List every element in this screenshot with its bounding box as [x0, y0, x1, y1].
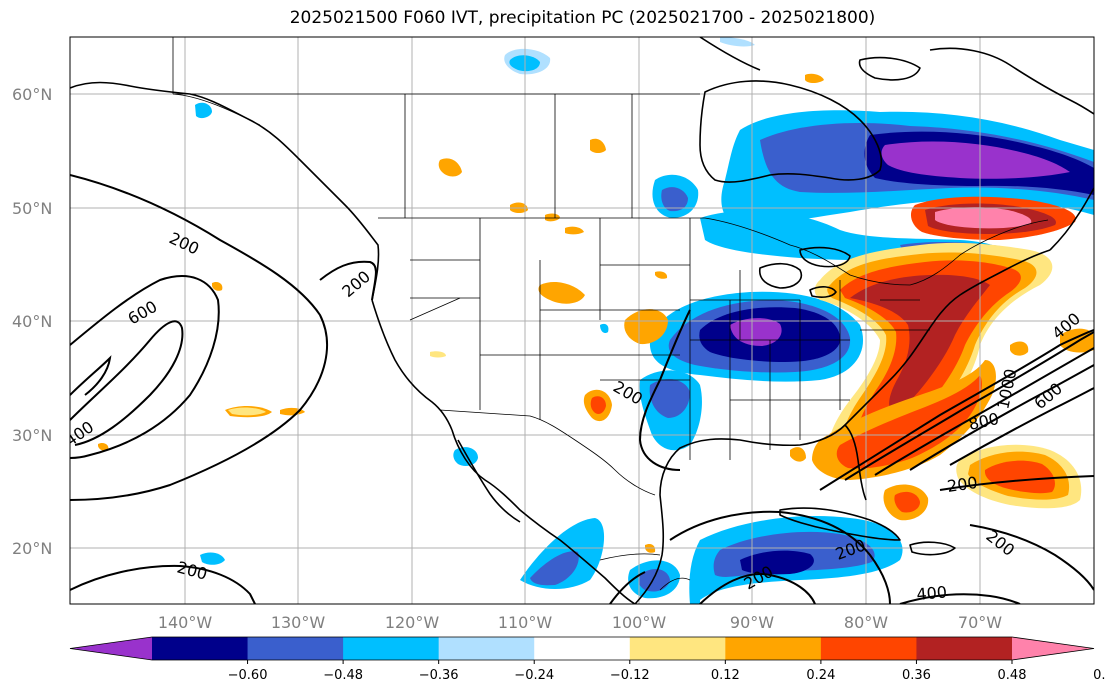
- political-borders: [172, 37, 1049, 591]
- contour-label: 200: [946, 473, 979, 496]
- colorbar-tick-label: −0.48: [323, 668, 363, 683]
- latitude-labels: 60°N 50°N 40°N 30°N 20°N: [12, 85, 52, 558]
- colorbar-tick-label: −0.24: [514, 668, 554, 683]
- lon-label-140w: 140°W: [158, 613, 213, 632]
- lat-label-40n: 40°N: [12, 312, 52, 331]
- colorbar-tick-label: 0.48: [998, 668, 1027, 683]
- lat-label-20n: 20°N: [12, 539, 52, 558]
- lon-label-120w: 120°W: [385, 613, 440, 632]
- colorbar-tick-label: 0.12: [711, 668, 740, 683]
- map-content: 200 200 600 400 200 200 200 400 600 800 …: [70, 37, 1094, 604]
- lon-label-130w: 130°W: [271, 613, 326, 632]
- colorbar-tick-label: −0.60: [228, 668, 268, 683]
- lat-label-60n: 60°N: [12, 85, 52, 104]
- lat-label-30n: 30°N: [12, 426, 52, 445]
- colorbar-swatch: [343, 637, 440, 660]
- lon-label-100w: 100°W: [612, 613, 667, 632]
- lon-label-70w: 70°W: [958, 613, 1002, 632]
- colorbar-swatch: [820, 637, 917, 660]
- coastlines: [70, 37, 1094, 604]
- map-title: 2025021500 F060 IVT, precipitation PC (2…: [289, 8, 876, 28]
- colorbar-tick-label: 0.60: [1093, 668, 1105, 683]
- contour-label: 400: [916, 582, 948, 604]
- lon-label-110w: 110°W: [498, 613, 553, 632]
- colorbar-tick-label: 0.24: [806, 668, 835, 683]
- colorbar-tick-label: 0.36: [902, 668, 931, 683]
- lon-label-80w: 80°W: [844, 613, 888, 632]
- map-frame: [69, 36, 1095, 605]
- colorbar: −0.60 −0.48 −0.36 −0.24 −0.12 0.12 0.24 0.36 0.4…: [69, 636, 1105, 683]
- colorbar-swatch: [247, 637, 344, 660]
- colorbar-swatch: [534, 637, 631, 660]
- colorbar-swatch: [629, 637, 726, 660]
- colorbar-tick-label: −0.36: [419, 668, 459, 683]
- colorbar-outline: [69, 636, 1095, 661]
- lon-label-90w: 90°W: [730, 613, 774, 632]
- colorbar-swatch: [725, 637, 822, 660]
- colorbar-swatch: [438, 637, 535, 660]
- colorbar-swatch: [916, 637, 1013, 660]
- colorbar-tick-label: −0.12: [610, 668, 650, 683]
- colorbar-swatch: [152, 637, 249, 660]
- ivt-contours: [70, 174, 1094, 604]
- colorbar-extend-high: [1012, 637, 1094, 660]
- colorbar-extend-low: [70, 637, 152, 660]
- lat-label-50n: 50°N: [12, 199, 52, 218]
- longitude-labels: 140°W 130°W 120°W 110°W 100°W 90°W 80°W …: [158, 613, 1002, 632]
